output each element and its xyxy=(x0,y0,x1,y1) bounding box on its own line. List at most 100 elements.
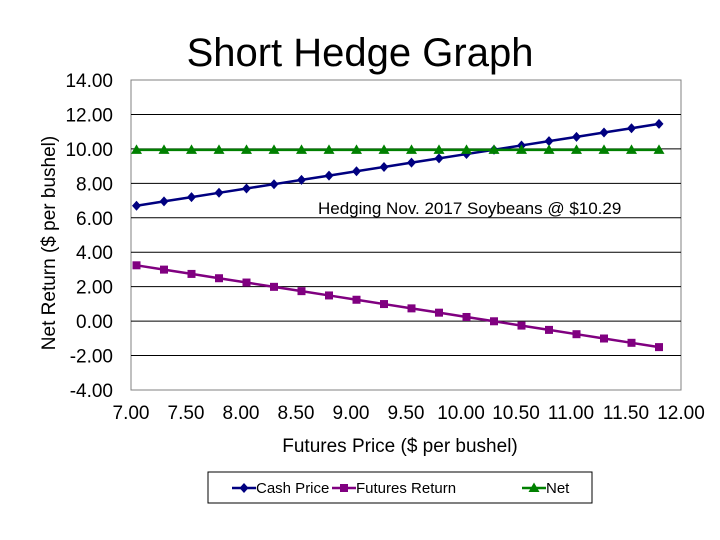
triangle-marker xyxy=(488,144,500,154)
square-marker xyxy=(462,312,471,321)
x-tick-label: 9.00 xyxy=(333,403,370,424)
diamond-marker xyxy=(572,131,581,142)
y-tick-label: 4.00 xyxy=(76,243,113,264)
legend-item: Cash Price xyxy=(232,480,329,497)
y-tick-label: 10.00 xyxy=(65,140,113,161)
series-layer xyxy=(131,118,665,352)
triangle-marker xyxy=(528,482,540,492)
chart-title: Short Hedge Graph xyxy=(187,31,534,75)
x-tick-label: 10.50 xyxy=(492,403,540,424)
x-tick-label: 8.50 xyxy=(278,403,315,424)
square-marker xyxy=(572,330,581,339)
triangle-marker xyxy=(296,144,307,154)
diamond-marker xyxy=(242,183,251,194)
triangle-marker xyxy=(653,144,665,154)
x-tick-label: 11.50 xyxy=(603,403,649,424)
square-marker xyxy=(160,265,168,274)
square-marker xyxy=(517,321,526,330)
y-tick-label: 6.00 xyxy=(76,209,113,230)
triangle-marker xyxy=(406,144,417,154)
square-marker xyxy=(325,291,333,300)
square-marker xyxy=(600,334,608,343)
triangle-marker xyxy=(131,144,142,154)
x-tick-label: 7.00 xyxy=(113,403,150,424)
triangle-marker xyxy=(158,144,170,154)
legend-item: Net xyxy=(522,480,570,497)
y-tick-label: 2.00 xyxy=(76,278,113,299)
legend-label: Futures Return xyxy=(356,480,456,497)
series-line xyxy=(136,264,660,349)
diamond-marker xyxy=(627,123,636,134)
x-tick-label: 11.00 xyxy=(548,403,594,424)
triangle-marker xyxy=(351,144,362,154)
triangle-marker xyxy=(378,144,390,154)
legend-label: Net xyxy=(546,480,570,497)
y-tick-label: 0.00 xyxy=(76,312,113,333)
square-marker xyxy=(380,300,388,309)
diamond-marker xyxy=(159,196,169,207)
diamond-marker xyxy=(324,170,334,181)
triangle-marker xyxy=(241,144,252,154)
diamond-marker xyxy=(239,483,249,493)
triangle-marker xyxy=(543,144,555,154)
diamond-marker xyxy=(187,192,196,203)
triangle-marker xyxy=(626,144,637,154)
y-tick-label: 12.00 xyxy=(65,105,113,126)
x-tick-label: 7.50 xyxy=(168,403,205,424)
y-tick-label: -4.00 xyxy=(70,381,113,402)
y-tick-label: 14.00 xyxy=(65,71,113,92)
square-marker xyxy=(545,325,553,334)
triangle-marker xyxy=(213,144,225,154)
square-marker xyxy=(340,484,348,492)
x-tick-label: 12.00 xyxy=(657,403,705,424)
plot-area: 14.00 12.00 10.00 8.00 6.00 4.00 2.00 0.00 -2.00… xyxy=(65,71,704,424)
legend-item: Futures Return xyxy=(332,480,456,497)
diamond-marker xyxy=(269,179,279,190)
square-marker xyxy=(655,343,663,352)
plot-frame xyxy=(130,79,682,391)
x-tick-label: 9.50 xyxy=(388,403,425,424)
square-marker xyxy=(435,308,443,317)
triangle-marker xyxy=(571,144,582,154)
diamond-marker xyxy=(214,187,224,198)
triangle-marker xyxy=(516,144,527,154)
diamond-marker xyxy=(544,136,554,147)
series-futures-return xyxy=(132,261,663,352)
diamond-marker xyxy=(599,127,609,138)
square-marker xyxy=(215,274,223,283)
legend-label: Cash Price xyxy=(256,480,329,497)
diamond-marker xyxy=(352,166,361,177)
x-axis-ticks: 7.00 7.50 8.00 8.50 9.00 9.50 10.00 10.50 11.00 1… xyxy=(113,403,705,424)
x-axis-title: Futures Price ($ per bushel) xyxy=(282,436,518,457)
triangle-marker xyxy=(461,144,472,154)
diamond-marker xyxy=(407,157,416,168)
square-marker xyxy=(187,269,196,278)
diamond-marker xyxy=(132,200,141,211)
legend: Cash Price Futures Return Net xyxy=(207,471,593,504)
y-axis-title: Net Return ($ per bushel) xyxy=(39,136,60,350)
triangle-marker xyxy=(323,144,335,154)
square-marker xyxy=(627,338,636,347)
diamond-marker xyxy=(379,161,389,172)
diamond-marker xyxy=(297,174,306,185)
square-marker xyxy=(352,295,361,304)
diamond-marker xyxy=(654,118,664,129)
series-cash-price xyxy=(132,118,664,211)
square-marker xyxy=(297,287,306,296)
triangle-marker xyxy=(268,144,280,154)
y-tick-label: 8.00 xyxy=(76,174,113,195)
square-marker xyxy=(407,304,416,313)
chart-annotation: Hedging Nov. 2017 Soybeans @ $10.29 xyxy=(318,199,621,218)
triangle-marker xyxy=(598,144,610,154)
y-axis-ticks: 14.00 12.00 10.00 8.00 6.00 4.00 2.00 0.00 -2.00… xyxy=(65,71,113,402)
triangle-marker xyxy=(186,144,197,154)
square-marker xyxy=(132,261,141,270)
series-net xyxy=(131,144,665,154)
x-tick-label: 10.00 xyxy=(437,403,485,424)
x-tick-label: 8.00 xyxy=(223,403,260,424)
square-marker xyxy=(490,317,498,326)
diamond-marker xyxy=(434,153,444,164)
square-marker xyxy=(242,278,251,287)
square-marker xyxy=(270,282,278,291)
